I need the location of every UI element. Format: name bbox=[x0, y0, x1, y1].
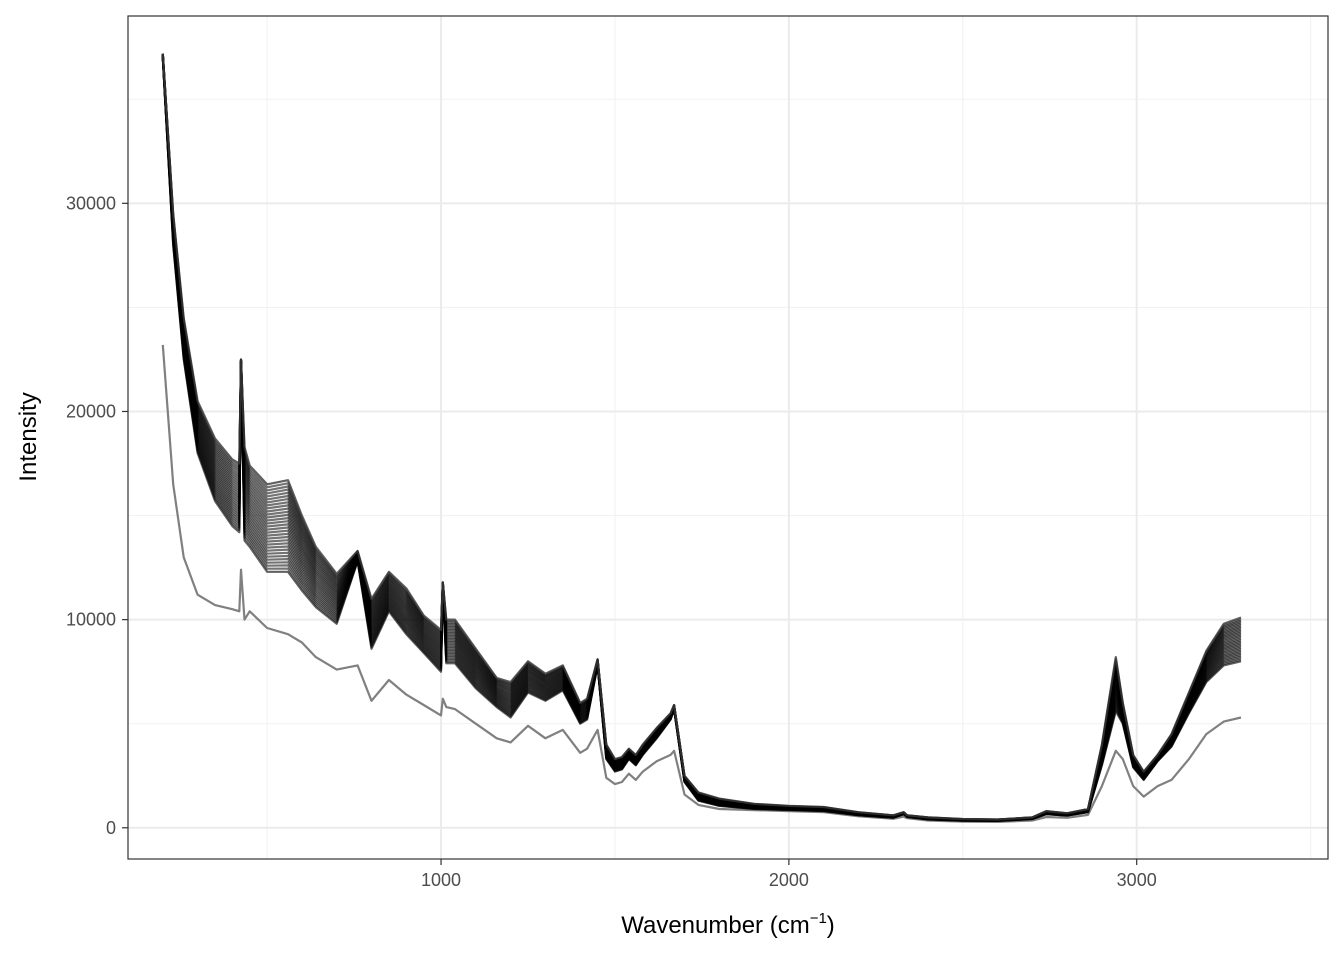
panel-border bbox=[127, 15, 1329, 860]
grid-minor bbox=[128, 16, 1328, 859]
x-axis-title-main: Wavenumber (cm bbox=[621, 912, 809, 939]
x-tick-label: 2000 bbox=[769, 870, 809, 890]
x-axis-title-superscript: −1 bbox=[810, 910, 827, 927]
x-tick-label: 1000 bbox=[421, 870, 461, 890]
y-tick-label: 20000 bbox=[66, 401, 116, 421]
y-axis-title: Intensity bbox=[15, 392, 42, 481]
x-axis-title-close: ) bbox=[827, 912, 835, 939]
grid-major bbox=[128, 16, 1328, 859]
y-axis: 0 10000 20000 30000 bbox=[66, 193, 128, 838]
x-axis-title: Wavenumber (cm−1) bbox=[621, 910, 835, 939]
series-spectrum-line bbox=[161, 53, 1242, 821]
y-tick-label: 10000 bbox=[66, 610, 116, 630]
x-tick-label: 3000 bbox=[1117, 870, 1157, 890]
series-layer bbox=[161, 53, 1242, 823]
y-tick-label: 30000 bbox=[66, 193, 116, 213]
series-outlier-line bbox=[161, 344, 1242, 823]
x-axis: 1000 2000 3000 bbox=[421, 859, 1157, 890]
y-tick-label: 0 bbox=[106, 818, 116, 838]
